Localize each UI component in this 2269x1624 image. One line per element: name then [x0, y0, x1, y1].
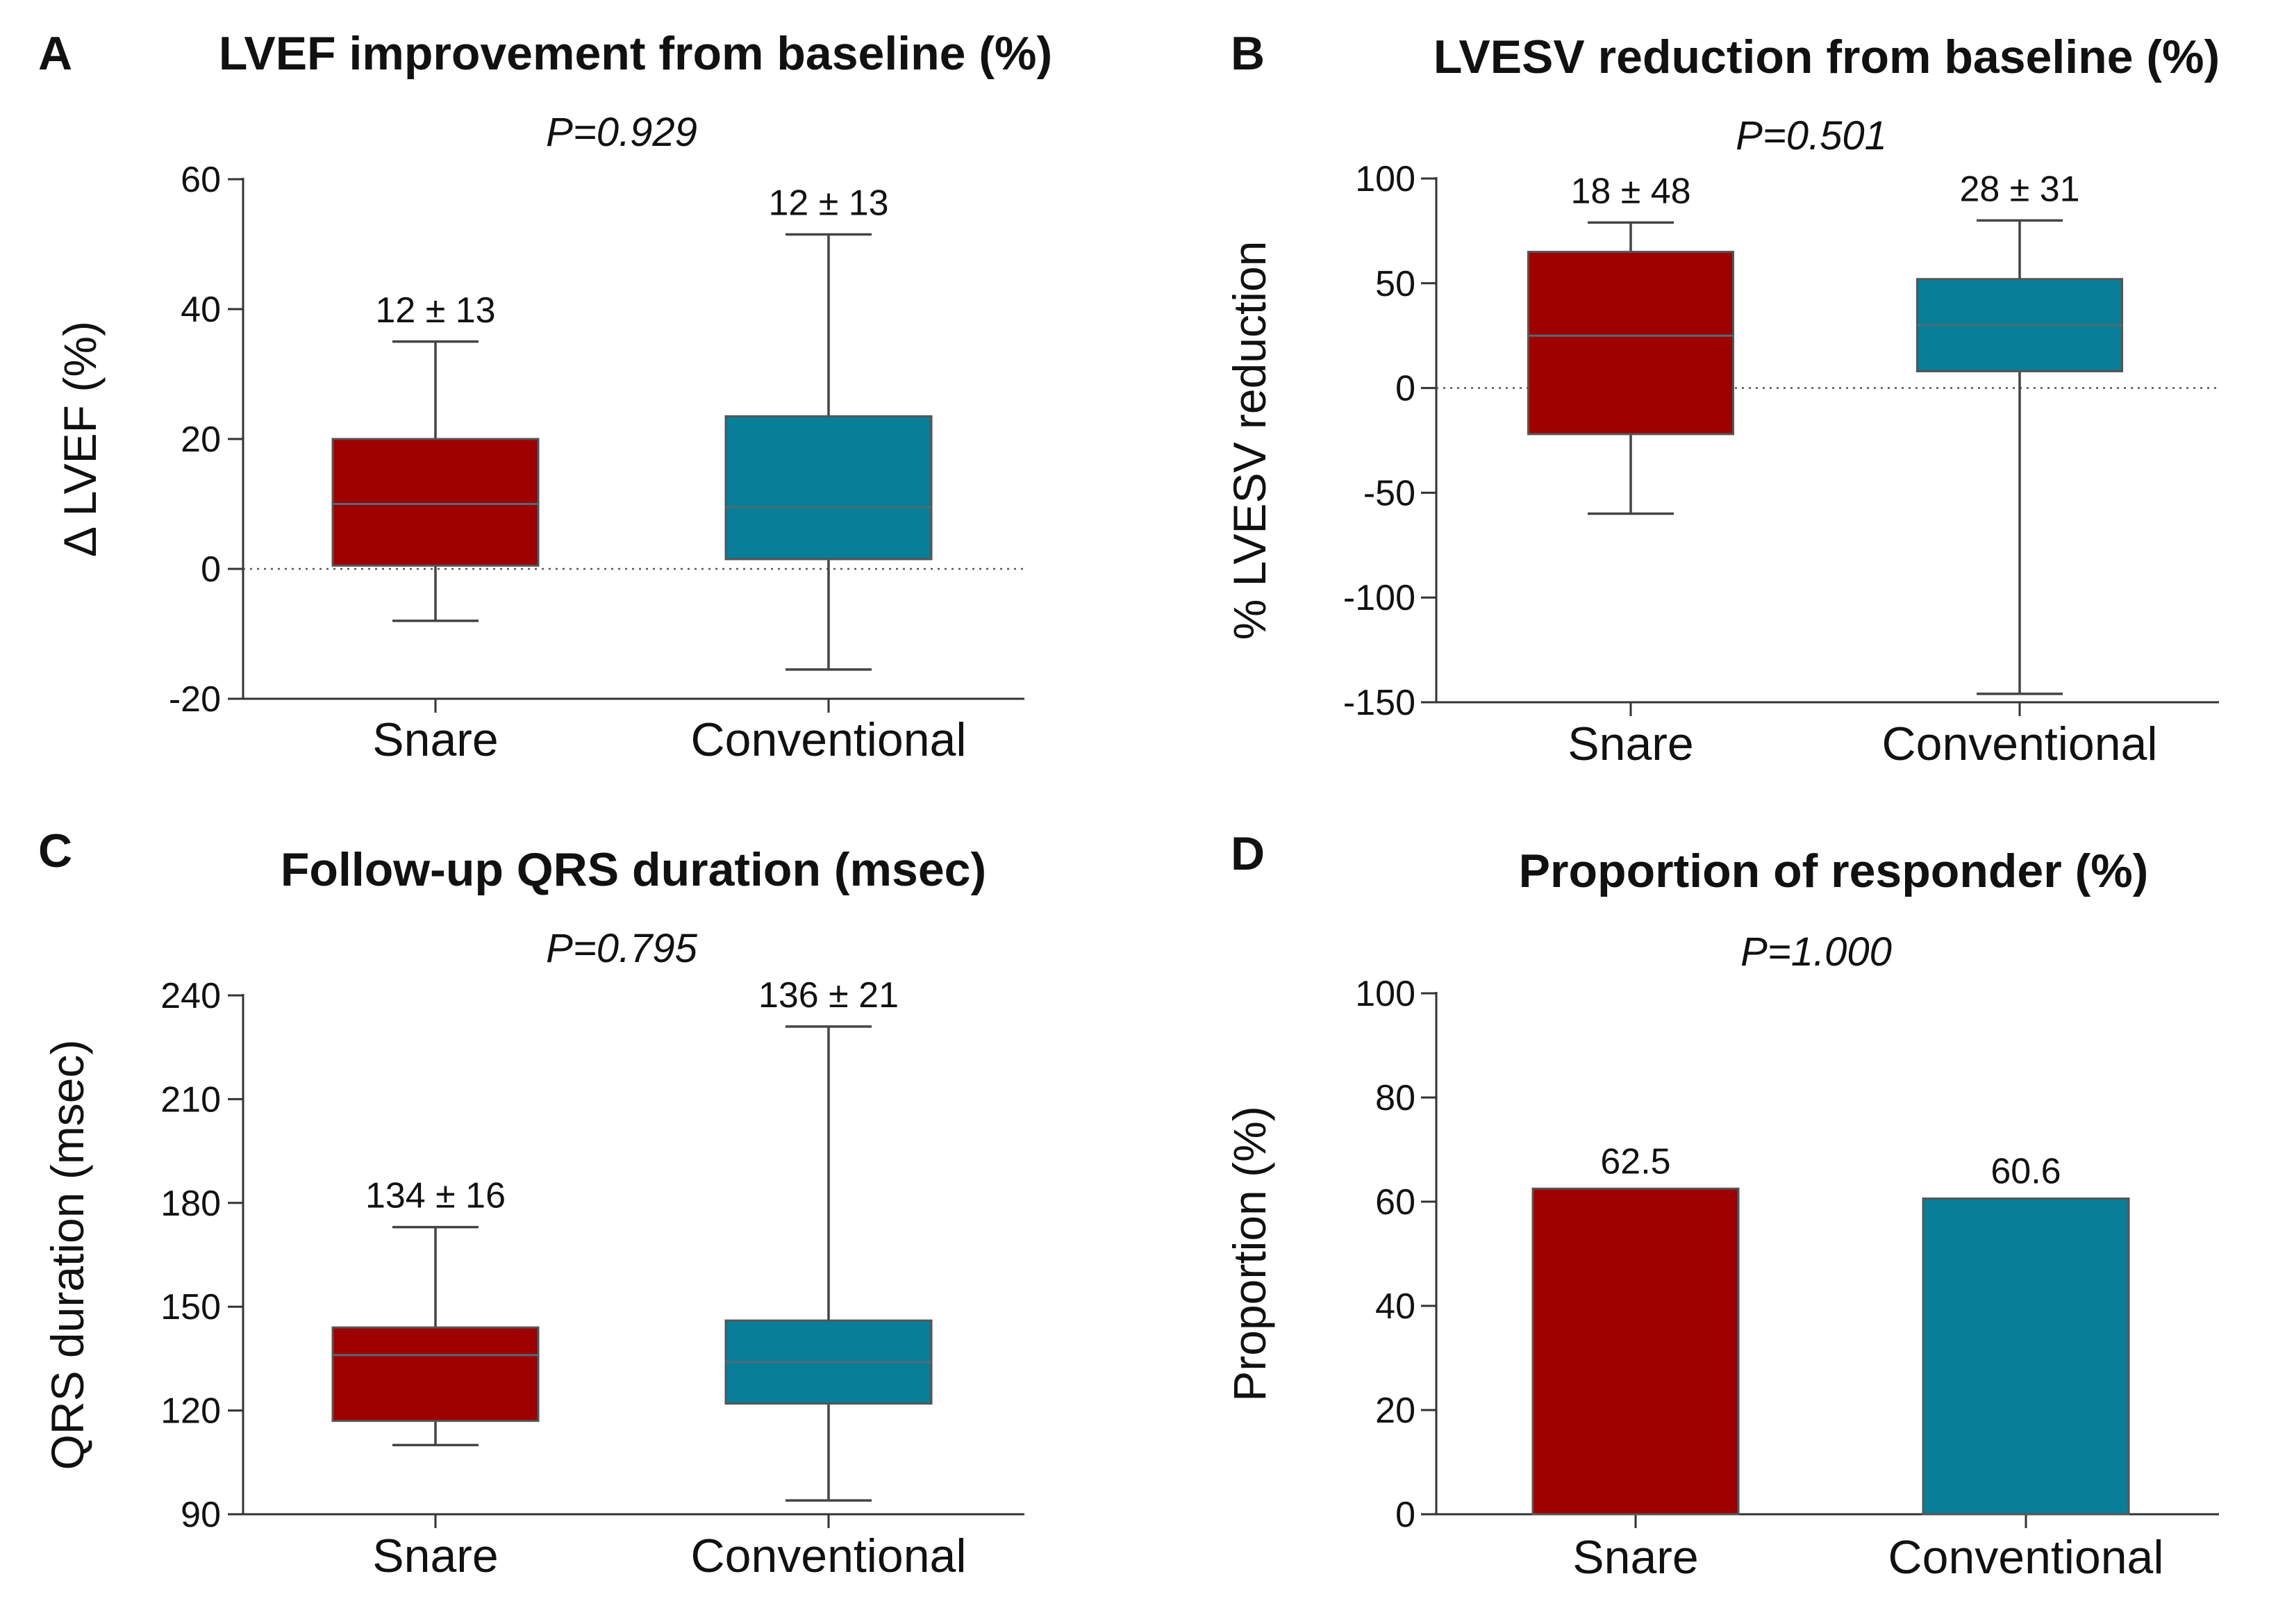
panel-c-y-tick-label: 180	[160, 1184, 221, 1224]
panel-d-y-axis-label: Proportion (%)	[1224, 1106, 1275, 1402]
panel-c-x-tick-label: Snare	[372, 1530, 498, 1582]
panel-a-x-tick-label: Conventional	[691, 713, 967, 766]
panel-c-y-axis-label: QRS duration (msec)	[42, 1040, 93, 1470]
panel-a-y-tick-label: 0	[201, 549, 221, 590]
panel-c-p-value: P=0.795	[546, 926, 697, 971]
panel-b-title: LVESV reduction from baseline (%)	[1433, 31, 2220, 83]
panel-d-y-tick-label: 20	[1375, 1391, 1415, 1431]
panel-c-letter: C	[38, 825, 72, 877]
panel-b-y-tick-label: -50	[1363, 473, 1415, 513]
panel-a-snare-mean-sd-label: 12 ± 13	[375, 290, 495, 331]
panel-b-y-tick-label: -150	[1343, 683, 1415, 723]
panel-d-y-tick-label: 0	[1395, 1495, 1415, 1535]
panel-c-x-tick-label: Conventional	[691, 1530, 967, 1582]
panel-a-p-value: P=0.929	[546, 110, 697, 155]
panel-d-title: Proportion of responder (%)	[1519, 845, 2149, 897]
panel-a-snare-box	[331, 438, 540, 567]
panel-d-y-tick-label: 40	[1375, 1286, 1415, 1327]
panel-d-letter: D	[1231, 827, 1265, 880]
panel-c-snare-box	[331, 1326, 540, 1423]
panel-c-y-tick-label: 90	[181, 1495, 221, 1535]
panel-c-conventional-mean-sd-label: 136 ± 21	[758, 975, 899, 1016]
panel-a-y-tick-label: 60	[181, 160, 221, 200]
panel-d-y-tick-label: 60	[1375, 1182, 1415, 1223]
panel-a-letter: A	[38, 27, 72, 80]
panel-d-y-tick-label: 80	[1375, 1078, 1415, 1118]
panel-a-title: LVEF improvement from baseline (%)	[219, 27, 1052, 80]
panel-b-x-tick-label: Conventional	[1882, 718, 2158, 770]
panel-a-y-axis-label: Δ LVEF (%)	[54, 321, 106, 557]
panel-c-y-tick-label: 120	[160, 1391, 221, 1432]
panel-d-x-tick-label: Snare	[1572, 1531, 1698, 1584]
panel-b-snare-box	[1527, 251, 1734, 436]
panel-a-conventional-mean-sd-label: 12 ± 13	[768, 183, 888, 223]
panel-c-snare-mean-sd-label: 134 ± 16	[365, 1176, 506, 1216]
panel-a-conventional-box	[724, 415, 933, 561]
panel-a-y-tick-label: 20	[181, 420, 221, 460]
panel-b-y-tick-label: 100	[1355, 159, 1415, 199]
panel-b-y-tick-label: 0	[1395, 369, 1415, 409]
panel-b-y-tick-label: 50	[1375, 264, 1415, 304]
panel-a-x-tick-label: Snare	[372, 713, 498, 766]
panel-b-snare-mean-sd-label: 18 ± 48	[1570, 171, 1690, 211]
panel-b-y-tick-label: -100	[1343, 578, 1415, 618]
panel-c-y-tick-label: 210	[160, 1079, 221, 1120]
panel-b-letter: B	[1231, 27, 1265, 80]
panel-d-p-value: P=1.000	[1740, 929, 1892, 975]
panel-c-title: Follow-up QRS duration (msec)	[281, 843, 986, 896]
panel-a-y-tick-label: -20	[169, 679, 221, 720]
panel-d-snare-value-label: 62.5	[1600, 1141, 1670, 1182]
panel-d-conventional-bar	[1922, 1198, 2130, 1516]
panel-b-p-value: P=0.501	[1736, 113, 1887, 158]
panel-d-conventional-value-label: 60.6	[1990, 1152, 2061, 1192]
panel-b-conventional-mean-sd-label: 28 ± 31	[1959, 169, 2079, 209]
panel-c-y-tick-label: 150	[160, 1287, 221, 1327]
panel-c-y-tick-label: 240	[160, 976, 221, 1016]
panel-d-y-tick-label: 100	[1355, 974, 1415, 1014]
panel-d-x-tick-label: Conventional	[1888, 1531, 2164, 1584]
panel-b-y-axis-label: % LVESV reduction	[1224, 241, 1275, 640]
panel-b-x-tick-label: Snare	[1568, 718, 1693, 770]
panel-d-snare-bar	[1531, 1187, 1740, 1516]
panel-a-y-tick-label: 40	[181, 290, 221, 330]
